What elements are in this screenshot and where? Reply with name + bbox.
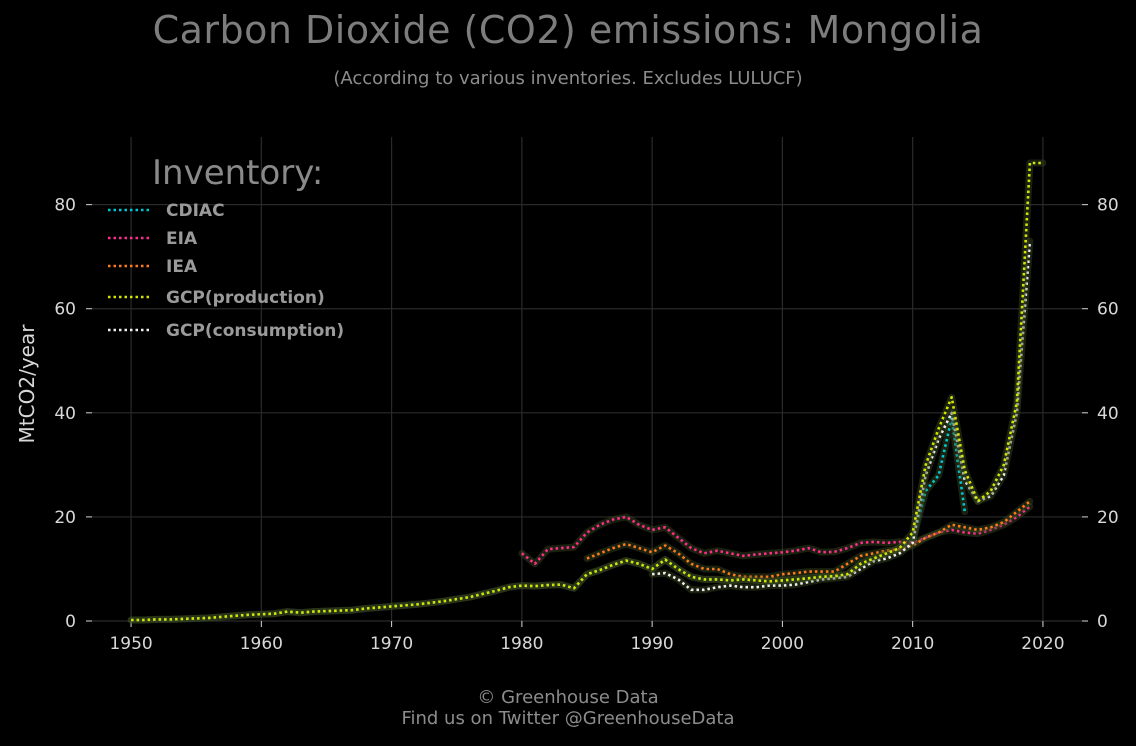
series-line-iea — [586, 500, 1031, 579]
legend-label: GCP(consumption) — [166, 321, 344, 341]
series-line-gcp-production — [131, 161, 1043, 622]
legend-label: GCP(production) — [166, 288, 325, 308]
y-tick-label: 40 — [54, 404, 76, 424]
y-axis-label: MtCO2/year — [15, 324, 39, 444]
legend-title: Inventory: — [152, 153, 323, 193]
series-group — [127, 159, 1047, 624]
x-tick-label: 1980 — [500, 634, 543, 654]
footer-twitter: Find us on Twitter @GreenhouseData — [401, 708, 735, 729]
series-line-eia — [521, 505, 1031, 566]
legend-label: CDIAC — [166, 201, 225, 221]
x-tick-label: 1960 — [240, 634, 283, 654]
y-tick-label: 0 — [65, 612, 76, 632]
x-tick-label: 2020 — [1021, 634, 1064, 654]
y-tick-label: 60 — [54, 300, 76, 320]
y-tick-label: 20 — [54, 508, 76, 528]
y-tick-label: 80 — [54, 196, 76, 216]
x-tick-label: 1970 — [370, 634, 413, 654]
y-tick-label-right: 0 — [1097, 612, 1108, 632]
series-line-cdiac — [131, 416, 967, 622]
series-halo-gcp-consumption — [648, 237, 1034, 594]
series-line-gcp-consumption — [651, 241, 1032, 592]
legend-label: EIA — [166, 229, 198, 249]
chart-subtitle: (According to various inventories. Exclu… — [333, 68, 803, 89]
grid — [92, 137, 1082, 622]
y-tick-label-right: 80 — [1097, 196, 1119, 216]
x-tick-label: 1990 — [630, 634, 673, 654]
footer-copyright: © Greenhouse Data — [477, 687, 659, 708]
x-tick-label: 1950 — [109, 634, 152, 654]
x-tick-label: 2000 — [761, 634, 804, 654]
series-halo-cdiac — [127, 414, 969, 624]
y-tick-label-right: 60 — [1097, 300, 1119, 320]
y-tick-label-right: 40 — [1097, 404, 1119, 424]
x-tick-label: 2010 — [891, 634, 934, 654]
legend-label: IEA — [166, 257, 198, 277]
legend: Inventory: CDIAC EIA IEA GCP(production) GCP(… — [108, 153, 344, 341]
y-tick-label-right: 20 — [1097, 508, 1119, 528]
chart-title: Carbon Dioxide (CO2) emissions: Mongolia — [152, 8, 984, 52]
